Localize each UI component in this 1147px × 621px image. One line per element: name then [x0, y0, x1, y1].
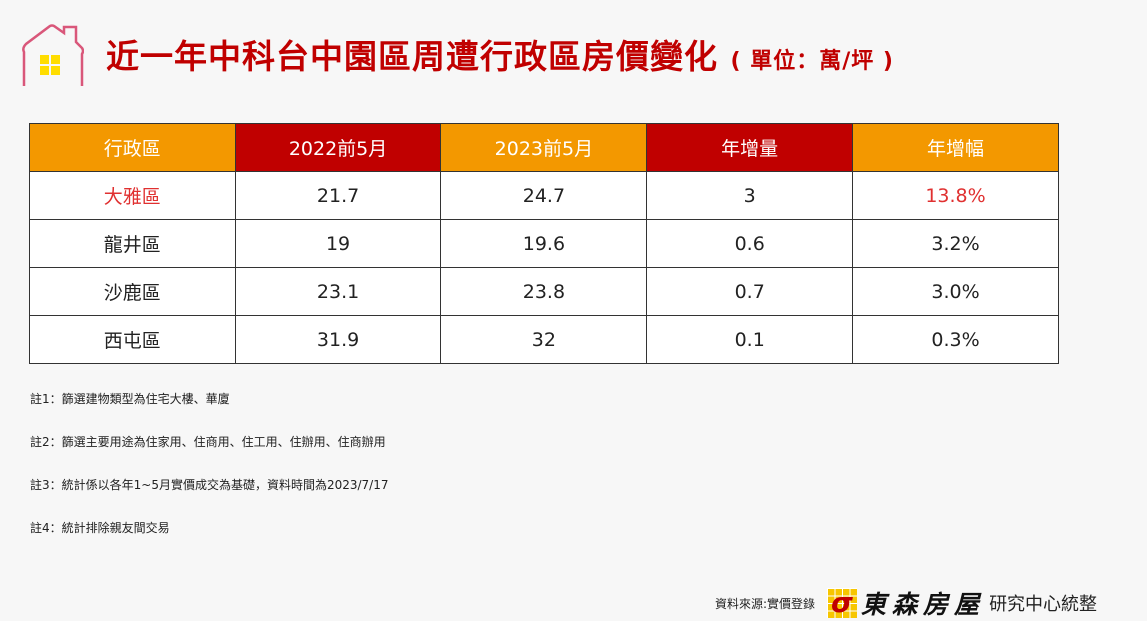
title-text: 近一年中科台中園區周遭行政區房價變化: [106, 37, 718, 76]
note-4: 註4：統計排除親友間交易: [30, 521, 170, 535]
cell: 0.7: [646, 267, 854, 316]
table-row: 西屯區 31.9 32 0.1 0.3%: [29, 315, 1059, 364]
cell: 31.9: [234, 315, 442, 364]
source-text: 資料來源:實價登錄: [715, 596, 816, 611]
cell: 大雅區: [29, 171, 236, 220]
cell: 西屯區: [29, 315, 236, 364]
header-growth: 年增幅: [852, 123, 1059, 172]
brand-name: 東森房屋: [861, 590, 986, 619]
footer: 資料來源:實價登錄 σ 東森房屋 研究中心統整: [715, 585, 1097, 621]
note-1: 註1：篩選建物類型為住宅大樓、華廈: [30, 392, 230, 406]
cell: 沙鹿區: [29, 267, 236, 316]
house-icon: [22, 24, 84, 86]
table-row: 龍井區 19 19.6 0.6 3.2%: [29, 219, 1059, 268]
table-header: 行政區 2022前5月 2023前5月 年增量 年增幅: [29, 123, 1059, 172]
cell: 19: [234, 219, 442, 268]
note-3: 註3：統計係以各年1~5月實價成交為基礎，資料時間為2023/7/17: [30, 478, 389, 492]
brand-logo-icon: σ: [827, 586, 858, 619]
cell: 0.1: [646, 315, 854, 364]
cell: 3.2%: [852, 219, 1059, 268]
cell: 龍井區: [29, 219, 236, 268]
cell: 24.7: [440, 171, 648, 220]
cell: 0.3%: [852, 315, 1059, 364]
cell: 3.0%: [852, 267, 1059, 316]
cell: 21.7: [234, 171, 442, 220]
cell: 23.1: [234, 267, 442, 316]
table-row: 沙鹿區 23.1 23.8 0.7 3.0%: [29, 267, 1059, 316]
title-unit: ( 單位：萬/坪 ): [730, 49, 894, 74]
header-district: 行政區: [29, 123, 236, 172]
cell: 23.8: [440, 267, 648, 316]
cell: 32: [440, 315, 648, 364]
table-row: 大雅區 21.7 24.7 3 13.8%: [29, 171, 1059, 220]
header-2023: 2023前5月: [440, 123, 648, 172]
note-2: 註2：篩選主要用途為住家用、住商用、住工用、住辦用、住商辦用: [30, 435, 386, 449]
dept-text: 研究中心統整: [989, 594, 1098, 615]
cell: 3: [646, 171, 854, 220]
cell: 13.8%: [852, 171, 1059, 220]
cell: 0.6: [646, 219, 854, 268]
header-increase: 年增量: [646, 123, 854, 172]
cell: 19.6: [440, 219, 648, 268]
price-table: 行政區 2022前5月 2023前5月 年增量 年增幅 大雅區 21.7 24.…: [29, 123, 1059, 364]
page-title: 近一年中科台中園區周遭行政區房價變化 ( 單位：萬/坪 ): [106, 30, 894, 78]
header-2022: 2022前5月: [234, 123, 442, 172]
